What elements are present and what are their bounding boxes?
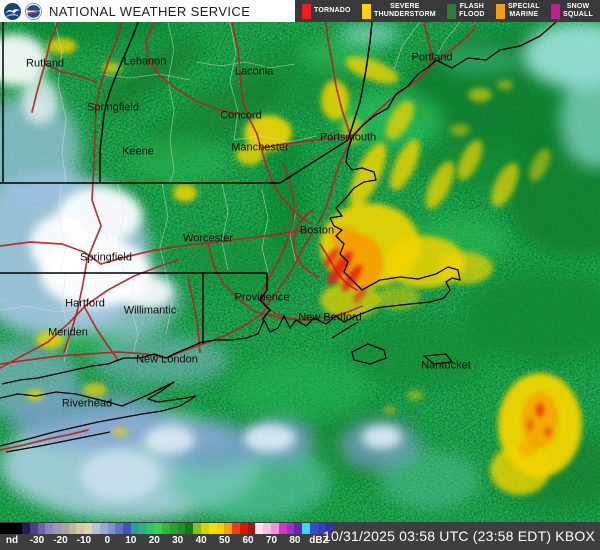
colorbar-segment: [216, 523, 225, 534]
colorbar-label: -30: [29, 535, 45, 546]
page-title: NATIONAL WEATHER SERVICE: [49, 3, 251, 19]
colorbar-segment: [107, 523, 116, 534]
legend-item: TORNADO: [302, 3, 351, 19]
colorbar-segment: [169, 523, 178, 534]
colorbar-segment: [232, 523, 240, 534]
colorbar-nd-segment: [0, 523, 22, 534]
colorbar-labels: nd -30 -20 -10 0 10 20 30 40 50 60 70 80 dBZ: [0, 534, 360, 549]
precip-bright-green: [40, 37, 510, 423]
colorbar-segment: [177, 523, 186, 534]
legend-label: SEVERE THUNDERSTORM: [374, 2, 436, 18]
colorbar-segment: [138, 523, 147, 534]
radar-image: [0, 22, 600, 522]
colorbar-segment: [146, 523, 155, 534]
colorbar-segment: [208, 523, 217, 534]
colorbar-label: 70: [265, 535, 278, 546]
colorbar-segment: [286, 523, 295, 534]
noaa-logo-icon: [4, 2, 21, 20]
colorbar-segment: [60, 523, 69, 534]
colorbar-label: 50: [219, 535, 231, 546]
legend-item: SNOW SQUALL: [551, 3, 593, 19]
colorbar-label: -10: [76, 535, 92, 546]
colorbar-segment: [53, 523, 61, 534]
precip-white-holes: [0, 34, 402, 500]
colorbar-segment: [45, 523, 54, 534]
colorbar-segment: [92, 523, 100, 534]
colorbar-segment: [302, 523, 310, 534]
colorbar-segment: [162, 523, 170, 534]
colorbar-segment: [154, 523, 163, 534]
colorbar-segment: [309, 523, 318, 534]
colorbar-segment: [263, 523, 271, 534]
colorbar-segment: [123, 523, 131, 534]
county-borders: [0, 22, 461, 363]
nws-logo-icon: [25, 2, 42, 20]
colorbar-segment: [68, 523, 77, 534]
colorbar-segment: [193, 523, 201, 534]
radar-map[interactable]: Rutland Lebanon Laconia Springfield Concord K…: [0, 22, 600, 522]
colorbar-segment: [294, 523, 303, 534]
warning-legend: TORNADO SEVERE THUNDERSTORM FLASH FLOOD SPE…: [295, 0, 600, 22]
state-borders: [0, 22, 373, 344]
colorbar-segment: [84, 523, 93, 534]
colorbar-segment: [317, 523, 326, 534]
legend-label: TORNADO: [314, 6, 351, 14]
colorbar-segment: [29, 523, 38, 534]
colorbar-segment: [22, 523, 30, 534]
legend-swatch: [362, 3, 371, 19]
colorbar-segment: [247, 523, 256, 534]
colorbar-label: nd: [5, 535, 19, 546]
colorbar-label: 60: [242, 535, 254, 546]
legend-swatch: [551, 3, 561, 19]
legend-item: SEVERE THUNDERSTORM: [362, 3, 436, 19]
colorbar-segment: [200, 523, 209, 534]
colorbar-label: 80: [289, 535, 301, 546]
legend-swatch: [302, 3, 311, 19]
colorbar-label: 40: [195, 535, 207, 546]
coastline: [0, 22, 557, 453]
colorbar-segment: [224, 523, 233, 534]
colorbar-segment: [37, 523, 46, 534]
colorbar-segment: [325, 523, 334, 534]
legend-item: SPECIAL MARINE: [495, 2, 540, 19]
legend-label: SPECIAL MARINE: [507, 2, 540, 18]
colorbar-segment: [130, 523, 139, 534]
colorbar-label: -20: [53, 535, 68, 546]
colorbar-label: 30: [172, 535, 184, 546]
colorbar-label: dBZ: [309, 535, 329, 546]
colorbar-segment: [278, 523, 287, 534]
legend-swatch: [495, 3, 505, 19]
colorbar-segment: [99, 523, 108, 534]
legend-label: FLASH FLOOD: [459, 2, 485, 18]
colorbar-segment: [271, 523, 279, 534]
colorbar-segment: [185, 523, 194, 534]
legend-label: SNOW SQUALL: [563, 2, 593, 18]
colorbar-strip: [0, 523, 334, 534]
colorbar-label: 20: [148, 535, 160, 546]
colorbar-segment: [255, 523, 264, 534]
colorbar-segment: [239, 523, 248, 534]
colorbar-segment: [115, 523, 124, 534]
legend-swatch: [447, 3, 457, 19]
timestamp: 10/31/2025 03:58 UTC (23:58 EDT) KBOX: [323, 528, 595, 544]
colorbar-label: 0: [104, 535, 111, 546]
header-bar: NATIONAL WEATHER SERVICE TORNADO SEVERE T…: [0, 0, 600, 22]
colorbar-segment: [76, 523, 85, 534]
legend-item: FLASH FLOOD: [447, 3, 485, 19]
scale-bar: nd -30 -20 -10 0 10 20 30 40 50 60 70 80 dBZ 10/31/20…: [0, 522, 600, 550]
colorbar-label: 10: [125, 535, 137, 546]
